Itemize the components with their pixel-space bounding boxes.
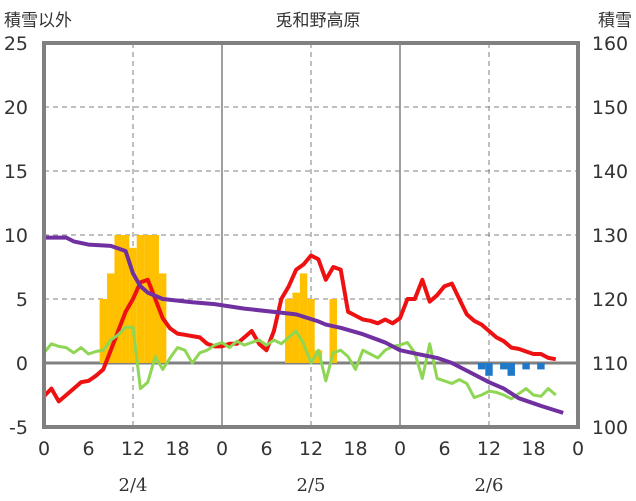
bar-blue — [537, 363, 545, 370]
bar-orange — [114, 235, 122, 363]
left-axis-label: 積雪以外 — [4, 11, 72, 31]
x-tick-label: 0 — [216, 438, 228, 460]
right-tick-label: 120 — [592, 289, 628, 311]
plot-frame — [42, 41, 580, 429]
left-tick-label: 15 — [4, 161, 28, 183]
bar-orange — [129, 247, 137, 363]
right-tick-label: 130 — [592, 225, 628, 247]
x-tick-label: 0 — [572, 438, 584, 460]
line-green — [42, 325, 557, 401]
right-tick-label: 140 — [592, 161, 628, 183]
bar-blue — [507, 363, 515, 376]
left-tick-label: -5 — [9, 417, 28, 439]
day-label: 2/6 — [475, 475, 504, 496]
bar-orange — [144, 235, 152, 363]
x-tick-label: 18 — [165, 438, 189, 460]
line-red — [42, 253, 557, 404]
bar-orange — [285, 299, 293, 363]
x-tick-label: 18 — [521, 438, 545, 460]
bar-orange — [329, 299, 337, 363]
x-tick-label: 12 — [477, 438, 501, 460]
x-tick-label: 18 — [343, 438, 367, 460]
left-tick-label: 10 — [4, 225, 28, 247]
x-tick-label: 6 — [260, 438, 272, 460]
bar-blue — [500, 363, 508, 370]
line-purple — [44, 235, 564, 415]
right-axis-label: 積雪 — [598, 11, 632, 31]
right-tick-label: 150 — [592, 97, 628, 119]
bar-orange — [307, 299, 315, 363]
precipitation-bars — [99, 235, 545, 376]
right-tick-label: 160 — [592, 33, 628, 55]
bar-orange — [107, 273, 115, 363]
bar-orange — [136, 235, 145, 363]
right-tick-label: 100 — [592, 417, 628, 439]
bar-orange — [121, 235, 130, 363]
day-label: 2/5 — [297, 475, 326, 496]
x-tick-label: 0 — [38, 438, 50, 460]
bar-blue — [477, 363, 486, 370]
chart-title: 兎和野高原 — [276, 11, 361, 31]
right-tick-label: 110 — [592, 353, 628, 375]
bar-orange — [292, 292, 300, 363]
bar-blue — [485, 363, 493, 376]
x-tick-label: 12 — [121, 438, 145, 460]
bar-orange — [99, 299, 108, 363]
left-tick-label: 5 — [16, 289, 28, 311]
left-tick-label: 25 — [4, 33, 28, 55]
left-tick-label: 0 — [16, 353, 28, 375]
bar-blue — [522, 363, 530, 370]
x-tick-label: 6 — [82, 438, 94, 460]
x-tick-label: 6 — [438, 438, 450, 460]
day-label: 2/4 — [119, 475, 148, 496]
series-lines — [42, 235, 564, 415]
x-tick-label: 0 — [394, 438, 406, 460]
left-tick-label: 20 — [4, 97, 28, 119]
x-tick-label: 12 — [299, 438, 323, 460]
